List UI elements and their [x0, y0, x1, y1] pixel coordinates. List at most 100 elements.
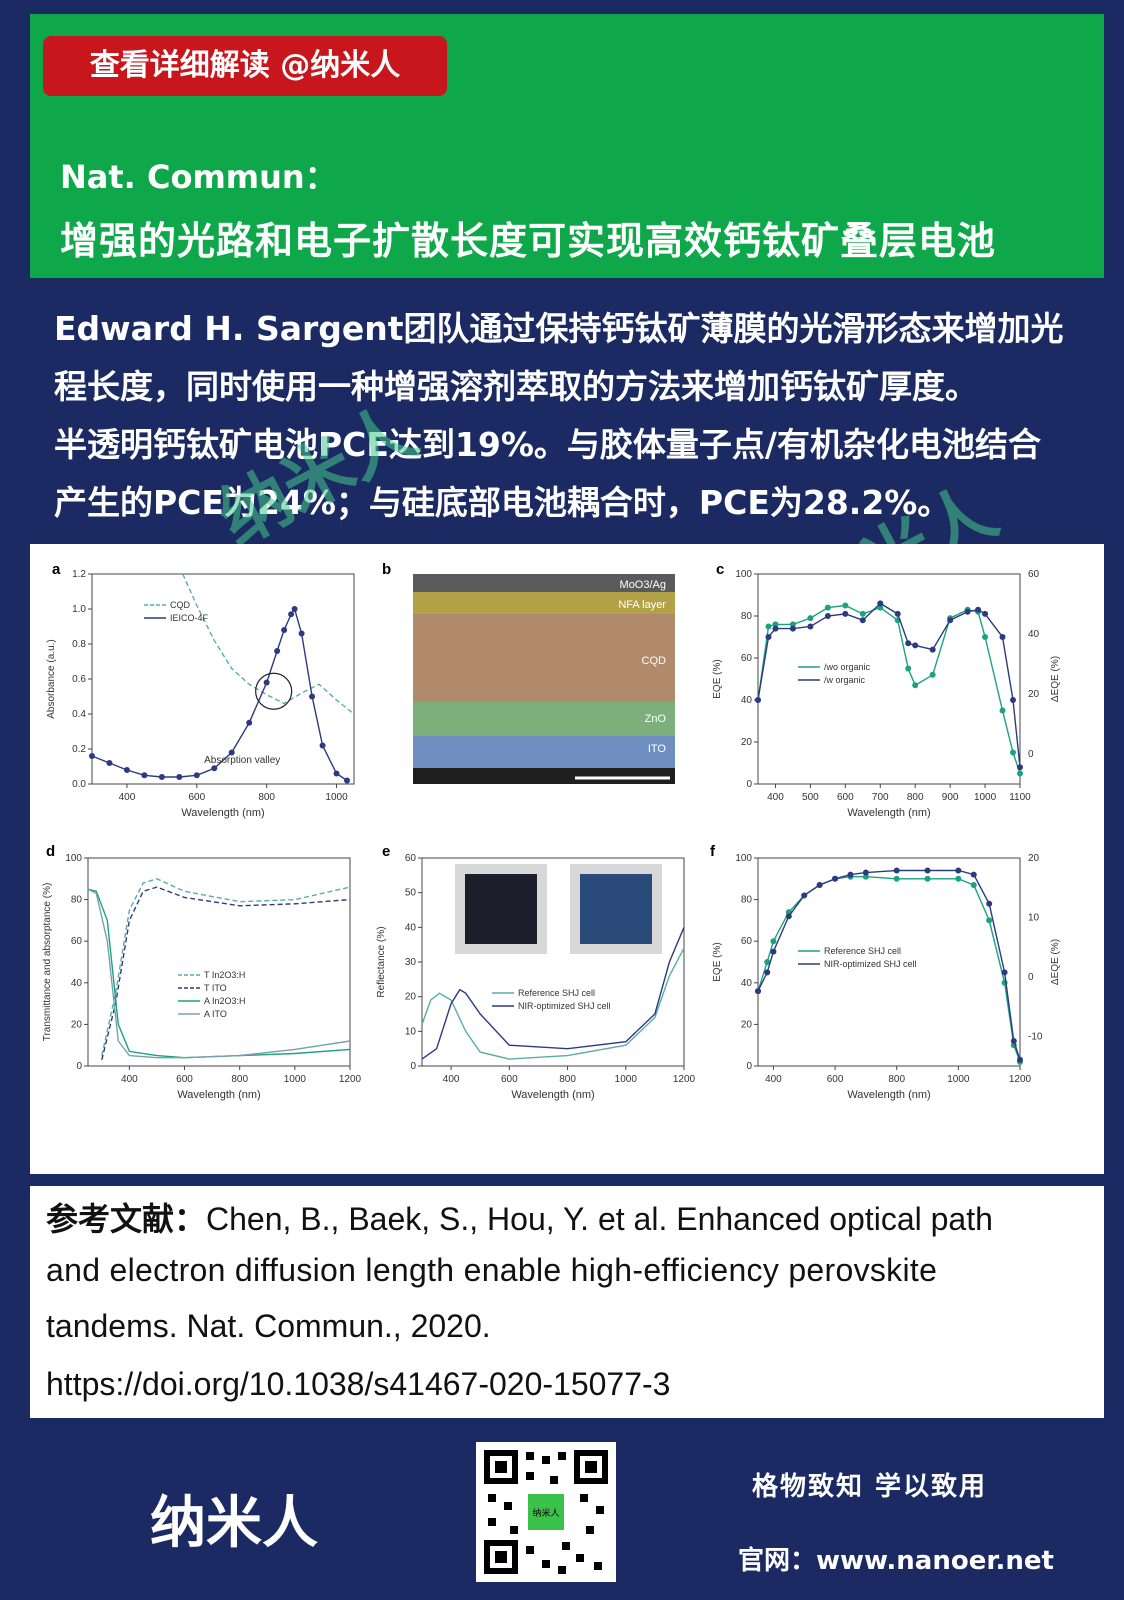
y2-tick-label-c-20: 20 [1028, 689, 1040, 700]
series-line-d-2 [87, 888, 351, 1059]
y-axis-label-c: EQE (%) [712, 659, 723, 698]
data-point-a-1-9 [246, 719, 253, 726]
data-point-a-1-15 [298, 630, 305, 637]
x-axis-label-e: Wavelength (nm) [511, 1089, 594, 1101]
data-point-f-0-12 [970, 882, 977, 889]
data-point-f-0-13 [986, 917, 993, 924]
summary-panel: Edward H. Sargent团队通过保持钙钛矿薄膜的光滑形态来增加光 程长… [30, 296, 1104, 532]
x-tick-label-e-1000: 1000 [615, 1074, 638, 1085]
y-tick-label-e-10: 10 [405, 1026, 417, 1037]
article-title: 增强的光路和电子扩散长度可实现高效钙钛矿叠层电池 [60, 219, 997, 263]
data-point-a-1-14 [291, 606, 298, 612]
x-tick-label-c-400: 400 [767, 792, 784, 803]
data-point-a-1-8 [228, 749, 235, 756]
data-point-f-0-9 [893, 875, 900, 882]
data-point-a-1-4 [158, 774, 165, 780]
data-point-a-1-1 [106, 760, 113, 766]
legend-label-f-0: Reference SHJ cell [824, 946, 901, 956]
panel-letter-f: f [710, 843, 716, 860]
data-point-f-1-5 [816, 882, 823, 889]
summary-line-2: 程长度，同时使用一种增强溶剂萃取的方法来增加钙钛矿厚度。 [54, 367, 978, 406]
y-tick-label-a-0.6: 0.6 [72, 674, 86, 685]
qr-code-image: 纳米人 [484, 1450, 608, 1574]
reference-line-2: and electron diffusion length enable hig… [46, 1252, 938, 1288]
data-point-a-1-5 [176, 774, 183, 780]
data-point-a-1-19 [344, 777, 351, 784]
data-point-c-1-10 [905, 640, 912, 647]
series-line-a-0 [182, 573, 355, 715]
x-tick-label-d-400: 400 [121, 1074, 138, 1085]
y-tick-label-e-60: 60 [405, 853, 417, 864]
reference-line-1: 参考文献：Chen, B., Baek, S., Hou, Y. et al. … [46, 1194, 993, 1240]
data-point-c-0-8 [877, 604, 884, 611]
y-tick-label-a-0: 0.0 [72, 779, 86, 790]
x-tick-label-f-600: 600 [827, 1074, 844, 1085]
data-point-f-1-0 [755, 988, 761, 995]
summary-line-3: 半透明钙钛矿电池PCE达到19%。与胶体量子点/有机杂化电池结合 [54, 425, 1041, 464]
y-axis-label-e: Reflectance (%) [376, 926, 387, 997]
y2-tick-label-f-20: 20 [1028, 853, 1040, 864]
legend-label-a-1: IEICO-4F [170, 613, 209, 623]
data-point-c-1-9 [894, 610, 901, 617]
y-tick-label-d-0: 0 [76, 1061, 82, 1072]
data-point-f-1-9 [893, 867, 900, 874]
x-tick-label-a-600: 600 [188, 792, 205, 803]
y-tick-label-d-40: 40 [71, 978, 83, 989]
x-axis-label-d: Wavelength (nm) [177, 1089, 260, 1101]
absorption-valley-label: Absorption valley [204, 755, 280, 766]
data-point-c-1-5 [824, 613, 831, 619]
website-link[interactable]: 官网：www.nanoer.net [738, 1546, 1054, 1576]
data-point-f-1-11 [955, 867, 962, 874]
y-tick-label-e-20: 20 [405, 992, 417, 1003]
brand-logo: 纳米人 [150, 1491, 318, 1556]
data-point-c-0-7 [859, 610, 866, 617]
series-line-d-0 [101, 878, 351, 1056]
data-point-a-1-2 [123, 767, 130, 773]
data-point-c-1-12 [929, 646, 936, 653]
panel-letter-e: e [382, 843, 390, 860]
panel-letter-d: d [46, 843, 55, 860]
reference-line-3: tandems. Nat. Commun., 2020. [46, 1308, 491, 1344]
data-point-a-1-13 [288, 611, 295, 618]
data-point-c-0-1 [765, 623, 772, 630]
y-tick-label-d-80: 80 [71, 895, 83, 906]
summary-line-4: 产生的PCE为24%；与硅底部电池耦合时，PCE为28.2%。 [54, 483, 951, 522]
x-tick-label-d-600: 600 [176, 1074, 193, 1085]
data-point-a-1-3 [141, 772, 148, 779]
x-tick-label-d-1000: 1000 [284, 1074, 307, 1085]
y-tick-label-c-0: 0 [746, 779, 752, 790]
x-tick-label-e-800: 800 [559, 1074, 576, 1085]
qr-center-label: 纳米人 [532, 1507, 559, 1518]
sem-label-zno: ZnO [645, 713, 667, 725]
sem-label-moo3: MoO3/Ag [620, 579, 666, 591]
y-tick-label-f-40: 40 [741, 978, 753, 989]
legend-label-d-3: A ITO [204, 1009, 227, 1019]
data-point-f-1-13 [986, 900, 993, 907]
y-tick-label-d-100: 100 [65, 853, 82, 864]
x-tick-label-d-800: 800 [231, 1074, 248, 1085]
data-point-f-1-1 [764, 969, 771, 976]
data-point-c-1-3 [789, 625, 796, 632]
data-point-c-0-4 [807, 615, 814, 622]
qr-code[interactable]: 纳米人 [476, 1442, 616, 1582]
panel-letter-a: a [52, 561, 61, 578]
data-point-c-1-17 [999, 634, 1006, 640]
data-point-f-1-8 [862, 869, 869, 876]
cell-photos [455, 864, 662, 954]
data-point-c-0-3 [789, 621, 796, 628]
x-tick-label-c-1000: 1000 [974, 792, 997, 803]
data-point-c-0-11 [912, 682, 919, 689]
detail-link-button[interactable]: 查看详细解读 @纳米人 [43, 36, 447, 96]
y-tick-label-d-20: 20 [71, 1019, 83, 1030]
sem-label-nfa: NFA layer [618, 599, 666, 611]
legend-label-d-0: T In2O3:H [204, 970, 245, 980]
x-tick-label-e-1200: 1200 [673, 1074, 696, 1085]
reference-panel: 参考文献：Chen, B., Baek, S., Hou, Y. et al. … [30, 1186, 1104, 1418]
journal-name: Nat. Commun： [60, 158, 337, 196]
absorption-valley-circle [255, 672, 293, 710]
y2-tick-label-c-60: 60 [1028, 569, 1040, 580]
doi-link[interactable]: https://doi.org/10.1038/s41467-020-15077… [46, 1366, 671, 1402]
legend-label-e-1: NIR-optimized SHJ cell [518, 1001, 611, 1011]
data-point-f-1-4 [801, 892, 808, 899]
reference-line-1-text: Chen, B., Baek, S., Hou, Y. et al. Enhan… [206, 1201, 993, 1237]
